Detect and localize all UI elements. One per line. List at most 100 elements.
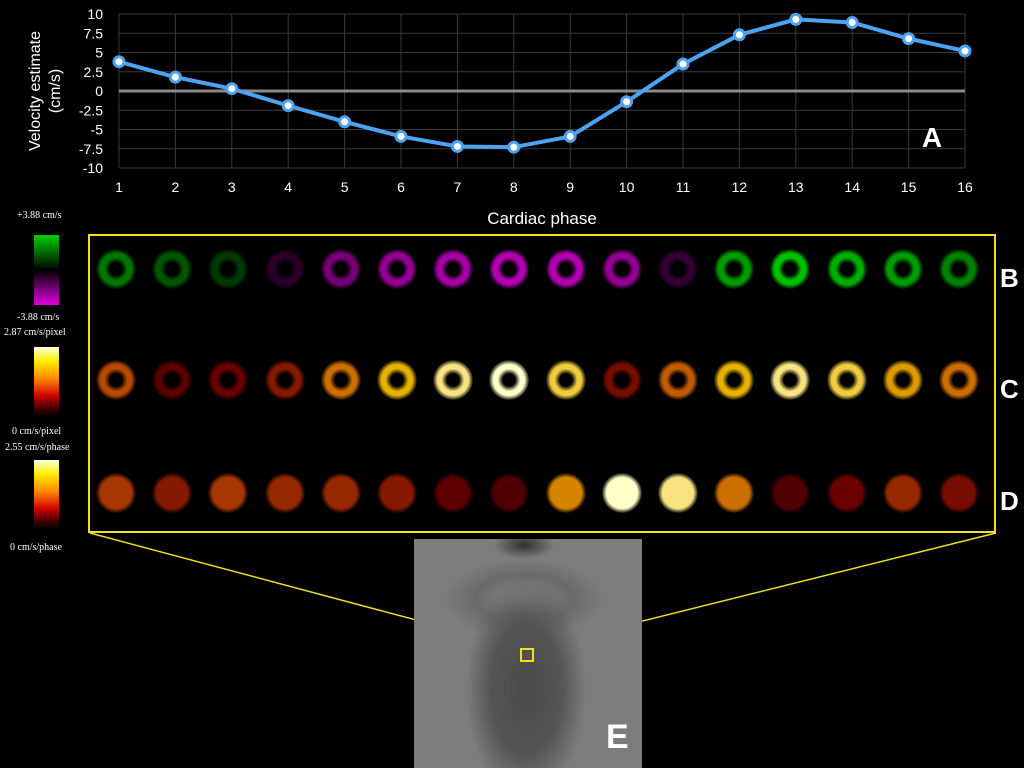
phase-diff-map-cell: [939, 473, 979, 513]
y-tick-label: 5: [95, 45, 103, 61]
colorbar-d: [34, 460, 59, 530]
data-point: [281, 99, 295, 113]
data-point: [620, 95, 634, 109]
phase-diff-map-cell: [320, 473, 361, 513]
mri-anatomy-image: [414, 539, 642, 768]
colorbar-d-min-label: 0 cm/s/phase: [10, 542, 62, 553]
velocity-map-cell: [882, 249, 923, 289]
data-point: [563, 129, 577, 143]
data-point: [338, 115, 352, 129]
speed-map-cell: [377, 360, 417, 400]
phase-images-frame: [88, 234, 996, 533]
speed-map-cell: [208, 360, 249, 400]
data-point: [845, 15, 859, 29]
speed-map-cell: [545, 360, 586, 400]
speed-map-cell: [489, 360, 530, 400]
speed-map-cell: [714, 360, 755, 400]
x-tick-label: 12: [732, 179, 748, 195]
velocity-map-cell: [152, 249, 193, 289]
speed-map-cell: [320, 360, 361, 400]
velocity-map-cell: [770, 249, 811, 289]
mri-roi-box: [520, 648, 534, 662]
data-point: [394, 129, 408, 143]
phase-diff-map-cell: [826, 473, 867, 513]
phase-diff-map-cell: [152, 473, 193, 513]
phase-diff-map-cell: [882, 473, 923, 513]
velocity-series-line: [118, 17, 966, 150]
phase-diff-map-cell: [601, 473, 642, 513]
velocity-map-cell: [377, 249, 417, 289]
speed-map-cell: [152, 360, 193, 400]
velocity-map-cell: [489, 249, 530, 289]
speed-map-cell: [939, 360, 979, 400]
velocity-map-cell: [939, 249, 979, 289]
velocity-map-cell: [826, 249, 867, 289]
x-tick-label: 6: [397, 179, 405, 195]
phase-diff-map-cell: [770, 473, 811, 513]
row-label-d: D: [1000, 486, 1019, 516]
colorbar-c-max-label: 2.87 cm/s/pixel: [4, 327, 66, 338]
row-label-b: B: [1000, 263, 1019, 293]
phase-diff-map-cell: [433, 473, 474, 513]
x-tick-label: 14: [844, 179, 860, 195]
speed-map-cell: [96, 360, 136, 400]
speed-map-cell: [658, 360, 698, 400]
velocity-map-cell: [433, 249, 474, 289]
x-tick-label: 5: [341, 179, 349, 195]
phase-diff-map-cell: [96, 473, 136, 513]
x-tick-label: 7: [454, 179, 462, 195]
velocity-map-cell: [545, 249, 586, 289]
x-tick-label: 1: [115, 179, 123, 195]
row-label-c: C: [1000, 374, 1019, 404]
phase-diff-map-cell: [658, 473, 698, 513]
velocity-line-chart: 107.552.50-2.5-5-7.5-101 2 3 4 5 6 7 8 9 10 11 12 13…: [27, 6, 973, 228]
phase-diff-map-cell: [264, 473, 305, 513]
y-tick-label: -10: [83, 160, 103, 176]
speed-map-cell: [882, 360, 923, 400]
data-point: [732, 28, 746, 42]
colorbar-b-max-label: +3.88 cm/s: [17, 210, 62, 221]
x-tick-label: 16: [957, 179, 973, 195]
speed-map-cell: [264, 360, 305, 400]
x-tick-label: 11: [676, 179, 691, 195]
speed-map-cell: [601, 360, 642, 400]
phase-diff-map-cell: [489, 473, 530, 513]
data-point: [450, 139, 464, 153]
x-tick-label: 2: [172, 179, 180, 195]
speed-map-cell: [433, 360, 474, 400]
speed-map-cell: [770, 360, 811, 400]
data-point: [789, 12, 803, 26]
phase-diff-map-cell: [545, 473, 586, 513]
speed-map-cell: [826, 360, 867, 400]
y-tick-label: -5: [91, 122, 104, 138]
y-tick-label: 7.5: [84, 25, 104, 41]
data-point: [902, 32, 916, 46]
x-tick-label: 8: [510, 179, 518, 195]
colorbar-d-max-label: 2.55 cm/s/phase: [5, 442, 70, 453]
y-axis-label: Velocity estimate (cm/s): [27, 31, 64, 151]
velocity-map-cell: [658, 249, 698, 289]
colorbar-c-min-label: 0 cm/s/pixel: [12, 426, 62, 437]
x-tick-label: 3: [228, 179, 236, 195]
velocity-map-cell: [714, 249, 755, 289]
x-tick-label: 10: [619, 179, 635, 195]
velocity-map-cell: [96, 249, 136, 289]
phase-diff-map-cell: [377, 473, 417, 513]
x-tick-label: 13: [788, 179, 804, 195]
x-tick-label: 9: [566, 179, 574, 195]
y-tick-label: 10: [87, 6, 103, 22]
y-tick-label: 2.5: [84, 64, 104, 80]
panel-label-a: A: [922, 122, 942, 153]
panel-label-e: E: [606, 718, 629, 756]
colorbar-c: [34, 347, 59, 417]
x-axis-label: Cardiac phase: [487, 209, 597, 228]
velocity-map-cell: [208, 249, 249, 289]
data-point: [225, 82, 239, 96]
velocity-map-cell: [320, 249, 361, 289]
x-tick-label: 15: [901, 179, 917, 195]
data-point: [958, 44, 972, 58]
phase-diff-map-cell: [208, 473, 249, 513]
data-point: [112, 55, 126, 69]
velocity-map-cell: [264, 249, 305, 289]
y-tick-label: 0: [95, 83, 103, 99]
